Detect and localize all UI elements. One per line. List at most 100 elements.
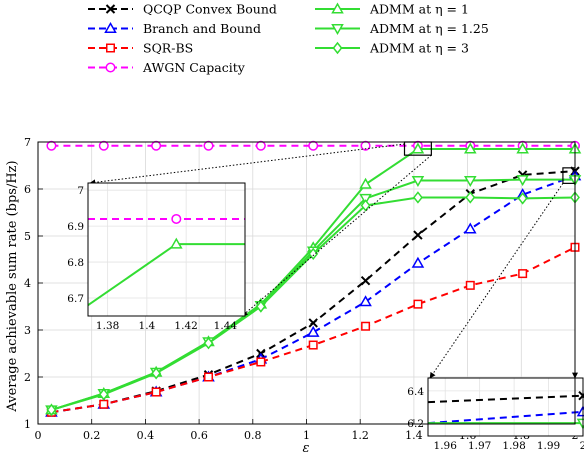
inset-x-tick-label: 1.97 [468,440,491,452]
x-tick-label: 0.2 [83,429,101,442]
legend-item: QCQP Convex Bound [88,2,277,17]
legend-label: ADMM at η = 3 [369,41,469,56]
legend-label: Branch and Bound [143,21,261,36]
inset-point [171,213,182,224]
legend-marker [104,21,117,33]
legend-marker [332,41,343,55]
x-tick-label: 0 [35,429,42,442]
data-point [203,336,214,350]
data-point [308,318,318,328]
legend-marker [105,4,116,14]
x-tick-label: 1.4 [405,429,423,442]
data-point [360,275,371,286]
data-point [151,367,162,380]
zoom-guide [429,183,564,379]
data-point [516,142,529,154]
data-point [465,280,475,290]
data-point [98,388,109,401]
legend-marker [106,43,115,53]
inset-x-tick-label: 1.4 [139,320,156,332]
data-point [413,299,423,309]
data-point [361,321,371,331]
data-point [517,192,528,205]
legend-label: SQR-BS [143,41,193,56]
main-frame [37,141,576,425]
main-series [45,140,582,417]
inset-y-tick-label: 6.8 [67,257,84,269]
inset-x-tick-label: 1.98 [502,440,525,452]
inset-x-tick-label: 1.38 [96,320,119,332]
data-point [306,325,320,337]
data-point [46,403,57,417]
data-point [465,191,476,204]
inset-y-tick-label: 7 [77,185,84,197]
data-point [463,142,477,154]
y-tick-label: 6 [24,183,31,196]
y-tick-label: 2 [24,371,31,384]
inset-upper-left: 1.38 1.4 1.42 1.44 6.7 6.8 6.9 7 [67,182,246,332]
inset-curve-admm-at-1 [87,237,245,307]
data-point [308,340,318,350]
y-tick-label: 4 [24,277,31,290]
data-point [46,140,57,151]
inset-point [170,237,183,249]
data-point [256,357,266,367]
data-point [151,140,162,151]
legend-item: SQR-BS [88,41,193,56]
y-tick-label: 5 [24,230,31,243]
legend-marker [331,24,344,36]
data-point [411,176,425,188]
inset-background [88,183,245,316]
data-point [463,176,477,188]
legend-item: AWGN Capacity [88,60,246,75]
inset-x-tick-label: 1.96 [434,440,458,452]
data-point [98,140,109,151]
x-tick-label: 0.4 [137,429,155,442]
x-tick-label: 1.2 [351,429,369,442]
legend-marker [105,62,116,73]
inset-curve-awgn-capacity [88,213,245,224]
data-point [255,140,266,151]
inset-y-tick-label: 6.9 [67,221,84,233]
x-axis-label: ε [303,441,310,456]
inset-x-tick-label: 1.42 [174,320,197,332]
inset-frame [87,182,246,317]
data-point [308,140,319,151]
data-point [255,300,266,313]
inset-line [427,410,584,425]
data-point [203,140,214,151]
data-point [359,193,372,205]
data-point [151,387,161,397]
x-tick-label: 1 [303,429,310,442]
y-tick-label: 7 [24,136,31,149]
inset-x-tick-label: 1.44 [214,320,238,332]
inset-y-tick-label: 6.4 [407,386,424,398]
data-point [518,269,528,279]
data-point [411,142,425,154]
y-tick-label: 1 [24,418,31,431]
legend-item: Branch and Bound [88,21,261,36]
data-point [413,230,423,240]
inset-x-tick-label: 1.99 [537,440,560,452]
x-tick-label: 0.8 [244,429,262,442]
legend-item: ADMM at η = 1.25 [315,21,489,36]
data-point [359,295,372,307]
x-tick-label: 0.6 [190,429,208,442]
legend: QCQP Convex Bound Branch and Bound SQR-BS A… [88,2,489,75]
legend-item: ADMM at η = 3 [315,41,469,56]
legend-marker [331,2,344,14]
zoom-guide [89,143,405,186]
legend-label: QCQP Convex Bound [143,2,277,17]
inset-frame [427,377,584,437]
legend-label: ADMM at η = 1 [369,2,469,17]
plot-border [37,141,576,425]
y-axis-label: Average achievable sum rate (bps/Hz) [5,160,20,412]
data-point [516,175,529,187]
legend-item: ADMM at η = 1 [315,2,469,17]
series-admm-at-3 [46,191,580,417]
data-point [203,372,213,382]
data-point [463,222,477,234]
data-point [359,177,372,189]
data-point [412,191,423,204]
